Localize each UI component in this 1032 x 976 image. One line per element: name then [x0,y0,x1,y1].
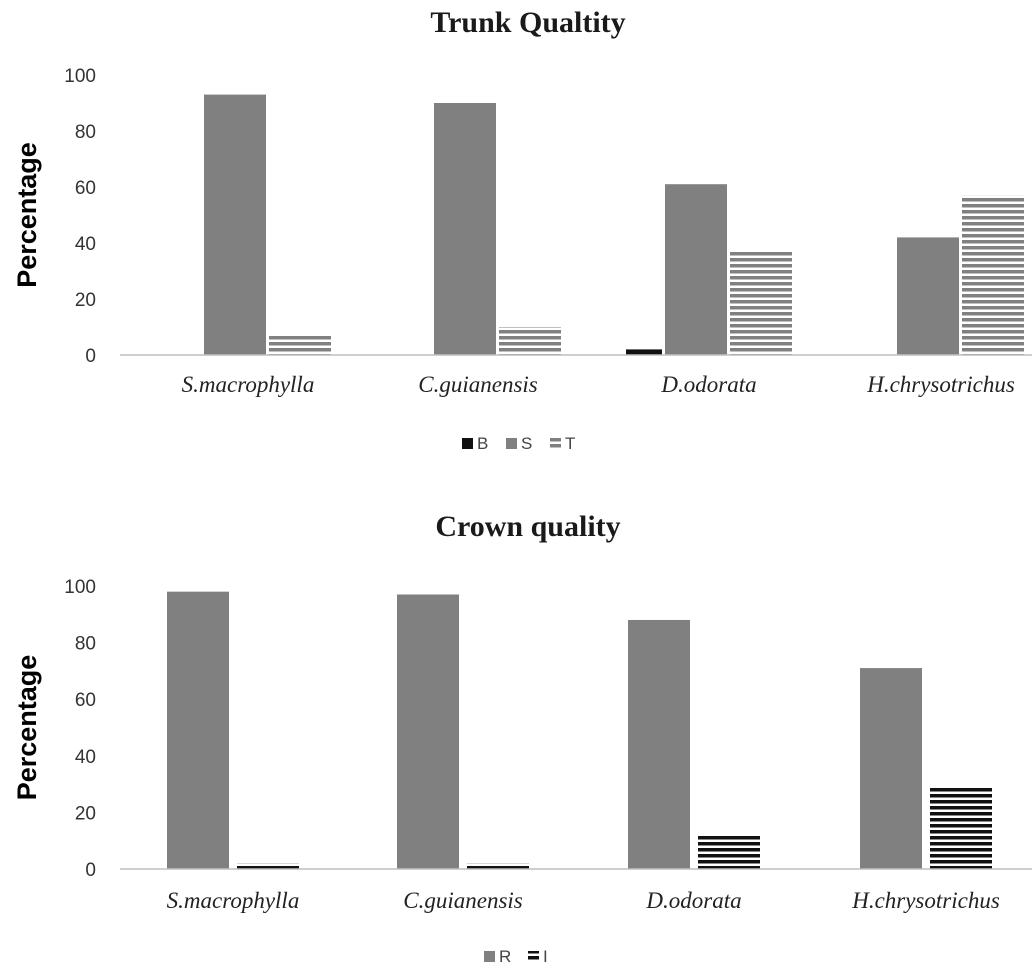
bar-s-d-odorata [665,184,727,355]
y-tick-label: 20 [75,290,96,311]
bar-t-d-odorata [730,251,792,355]
bar-t-h-chrysotrichus [962,195,1024,355]
legend-swatch-t [550,438,561,449]
y-tick-label: 20 [75,803,96,824]
bar-r-d-odorata [628,619,690,869]
legend-swatch-b [462,438,473,449]
bar-b-d-odorata [626,349,662,355]
bar-t-s-macrophylla [269,335,331,355]
y-axis-label: Percentage [12,142,42,288]
legend-swatch-s [506,438,517,449]
category-label: C.guianensis [403,888,523,913]
y-tick-label: 0 [85,860,96,881]
bar-s-h-chrysotrichus [897,237,959,355]
legend-label-r: R [499,947,511,966]
legend-label-i: I [543,947,548,966]
category-label: S.macrophylla [167,888,300,913]
bar-s-c-guianensis [434,103,496,355]
bar-i-s-macrophylla [237,863,299,869]
category-label: H.chrysotrichus [851,888,1000,913]
bar-i-d-odorata [698,835,760,869]
chart-title: Crown quality [435,510,620,543]
bar-r-h-chrysotrichus [860,668,922,869]
y-tick-label: 80 [75,634,96,655]
y-axis-label: Percentage [12,655,42,801]
legend-label-s: S [521,434,532,453]
legend-label-t: T [565,434,575,453]
trunk-quality-chart: Trunk Qualtity Percentage 0 20 40 60 80 100 S.ma… [12,6,1032,453]
y-tick-label: 80 [75,122,96,143]
y-tick-label: 100 [64,577,96,598]
category-label: H.chrysotrichus [866,372,1015,397]
y-tick-label: 40 [75,747,96,768]
y-tick-label: 40 [75,234,96,255]
legend-label-b: B [477,434,488,453]
legend-swatch-i [528,951,539,962]
bar-r-c-guianensis [397,594,459,869]
chart-title: Trunk Qualtity [430,6,625,39]
y-tick-label: 100 [64,66,96,87]
category-label: S.macrophylla [182,372,315,397]
category-label: C.guianensis [418,372,538,397]
bar-i-h-chrysotrichus [930,786,992,869]
bar-t-c-guianensis [499,327,561,355]
bar-i-c-guianensis [467,863,529,869]
bar-s-s-macrophylla [204,94,266,355]
y-tick-label: 0 [85,346,96,367]
y-tick-label: 60 [75,690,96,711]
bar-r-s-macrophylla [167,591,229,869]
crown-quality-chart: Crown quality Percentage 0 20 40 60 80 100 S.mac… [12,510,1032,966]
legend-swatch-r [484,951,495,962]
category-label: D.odorata [660,372,756,397]
y-tick-label: 60 [75,178,96,199]
category-label: D.odorata [645,888,741,913]
